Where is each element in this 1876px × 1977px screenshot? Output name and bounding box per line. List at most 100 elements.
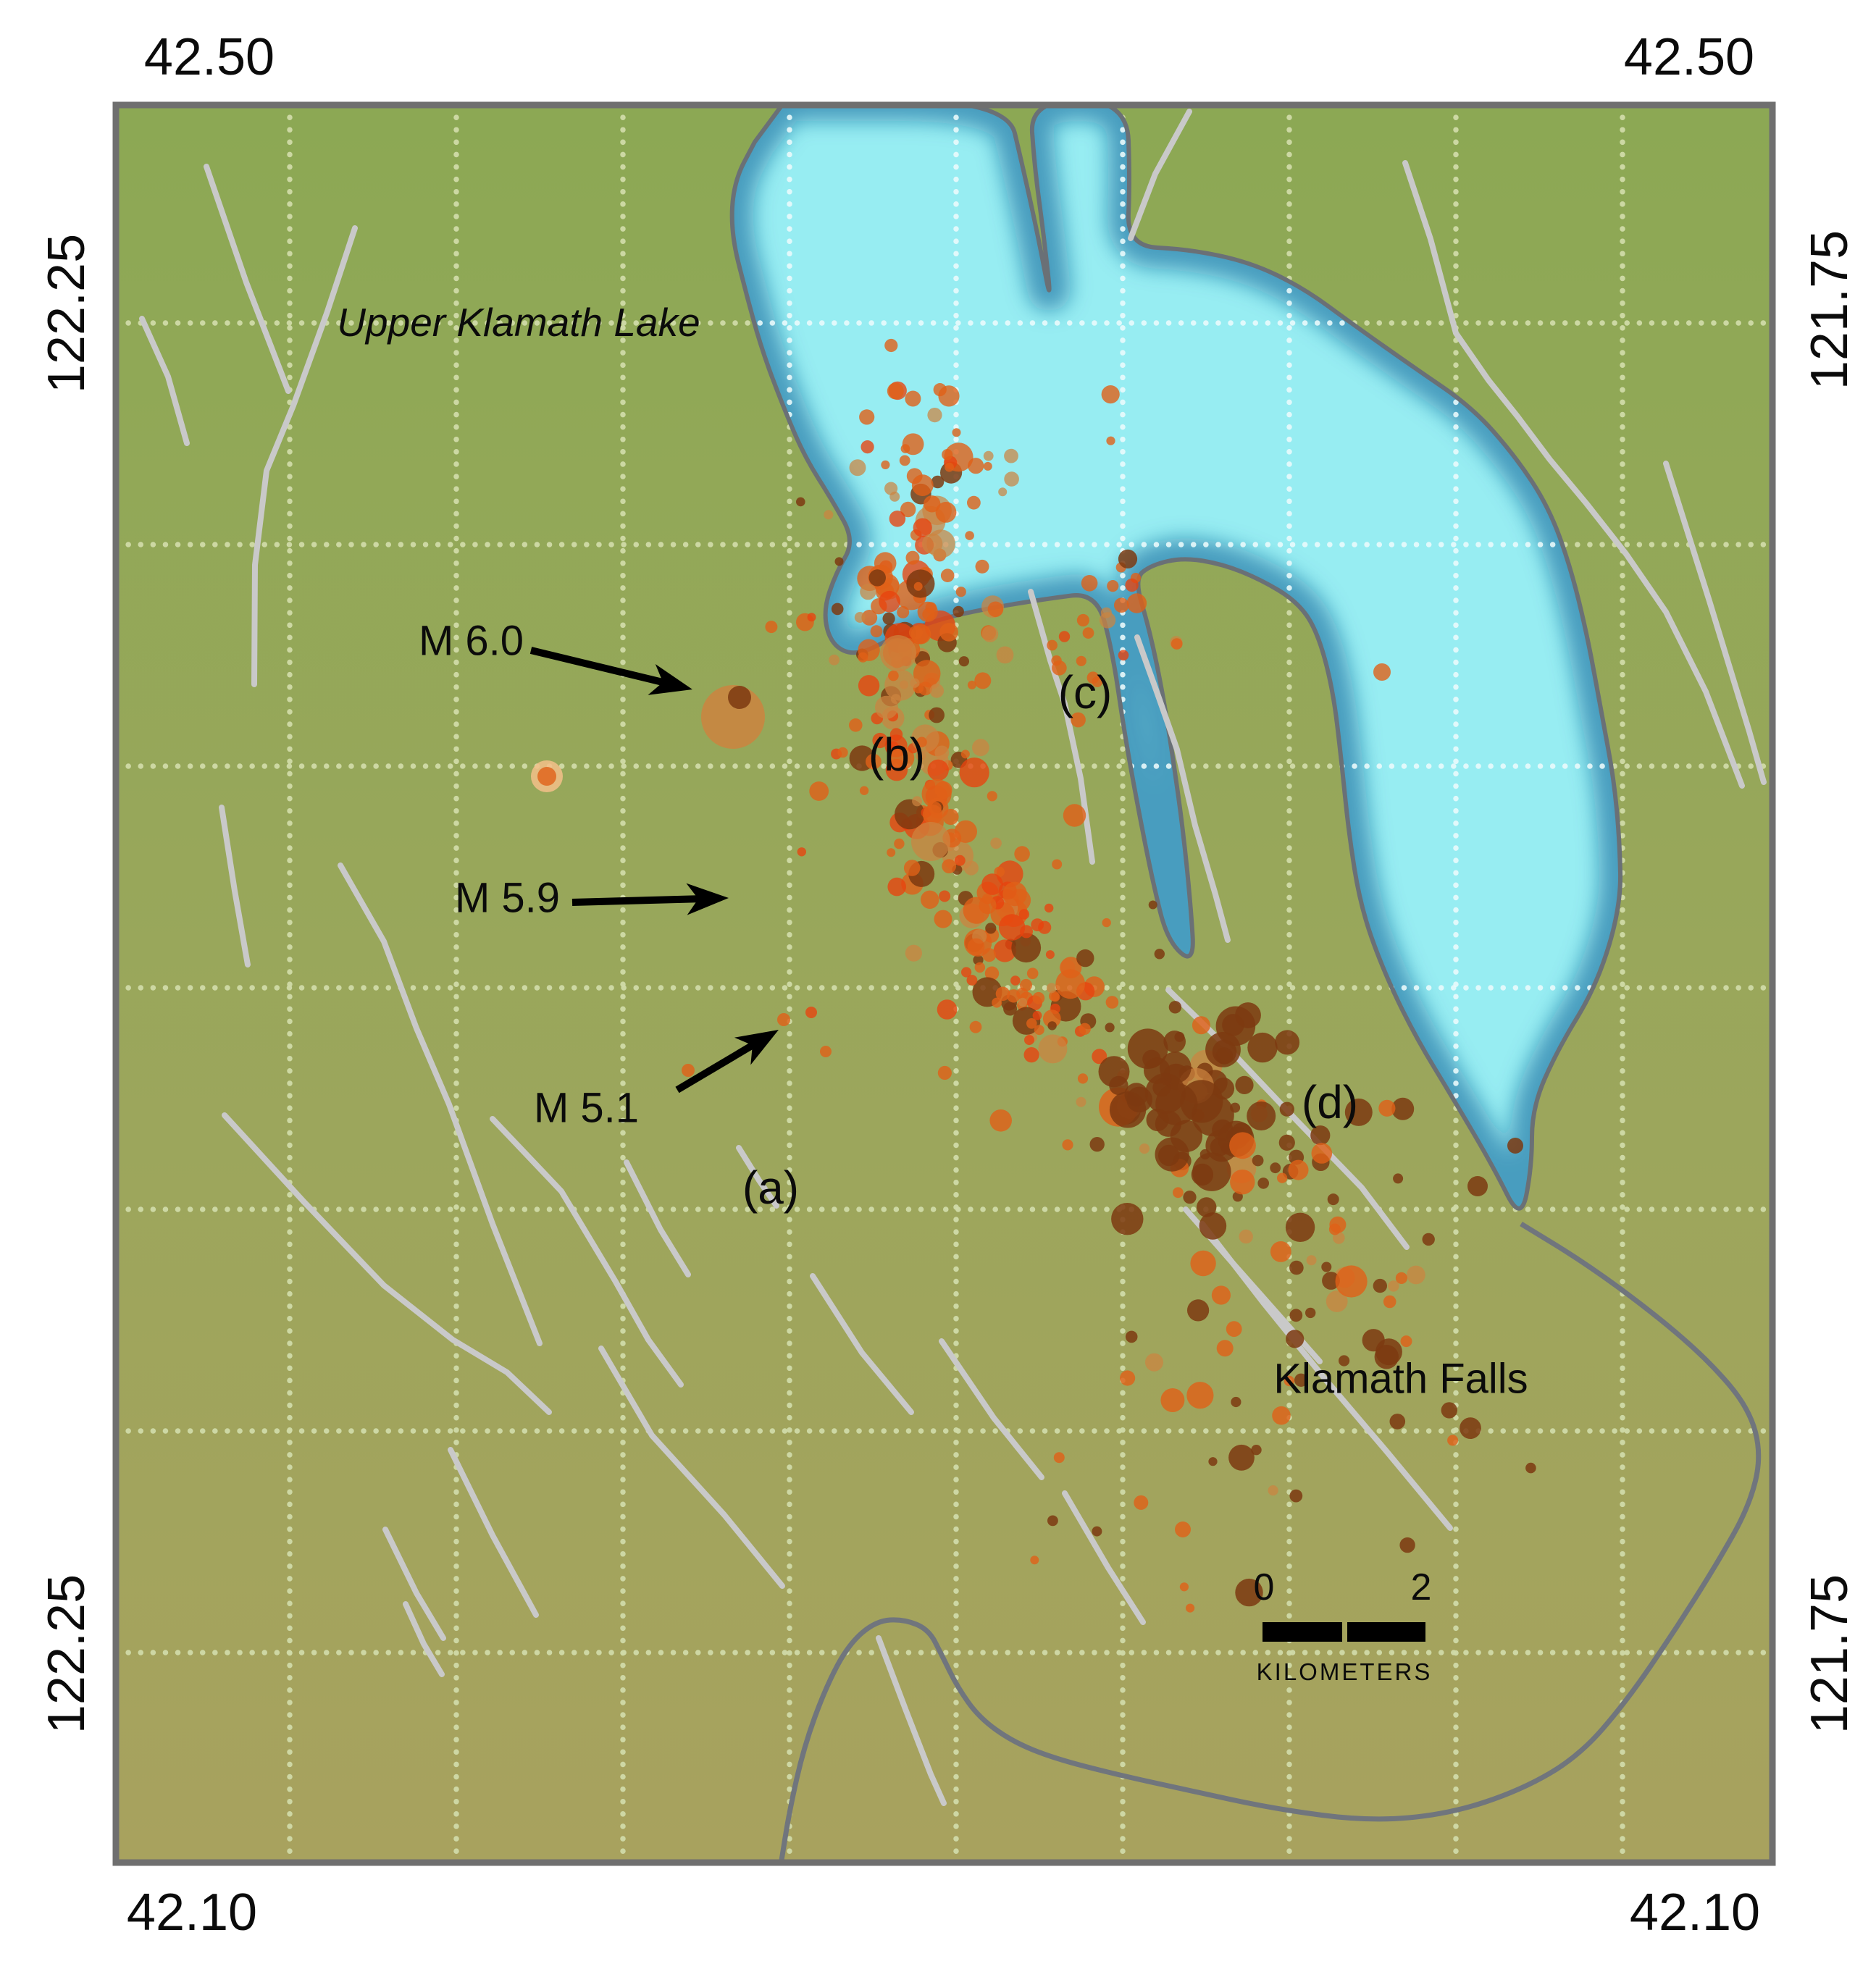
epicenter-dot <box>1391 1097 1415 1120</box>
epicenter-dot <box>888 670 899 681</box>
epicenter-dot <box>1311 1143 1333 1164</box>
epicenter-dot <box>860 440 874 454</box>
epicenter-dot <box>1378 1099 1396 1117</box>
epicenter-dot <box>1362 1329 1385 1352</box>
epicenter-dot <box>1289 1260 1304 1275</box>
corner-lat-top-left: 42.50 <box>143 28 275 86</box>
epicenter-dot <box>1247 1101 1276 1130</box>
scalebar-segment-right <box>1347 1622 1425 1642</box>
epicenter-dot <box>921 890 939 910</box>
epicenter-dot <box>1190 1250 1216 1277</box>
epicenter-dot <box>1374 1345 1399 1369</box>
epicenter-dot <box>895 799 925 830</box>
epicenter-dot <box>990 837 1002 849</box>
epicenter-dot <box>1026 967 1039 979</box>
epicenter-dot <box>1460 1417 1481 1439</box>
epicenter-dot <box>1106 436 1115 445</box>
epicenter-dot <box>981 626 999 642</box>
epicenter-dot <box>982 948 997 962</box>
epicenter-dot <box>797 847 807 857</box>
epicenter-dot <box>963 897 990 924</box>
epicenter-dot <box>984 966 1000 981</box>
epicenter-dot <box>1118 650 1129 661</box>
epicenter-dot <box>961 967 972 978</box>
epicenter-dot <box>1235 1578 1263 1607</box>
arrow-shaft <box>529 647 670 687</box>
epicenter-dot <box>927 759 949 781</box>
epicenter-dot <box>837 747 848 758</box>
epicenter-dot <box>989 1109 1012 1132</box>
epicenter-dot <box>829 654 839 666</box>
epicenter-dot <box>1197 1197 1217 1217</box>
epicenter-dot <box>945 462 954 472</box>
epicenter-dot <box>987 601 1004 618</box>
epicenter-dot <box>1081 575 1098 592</box>
epicenter-dot <box>1154 949 1165 960</box>
epicenter-dot <box>996 646 1014 664</box>
epicenter-dot <box>1278 1134 1295 1151</box>
epicenter-dot <box>954 820 977 843</box>
epicenter-dot <box>1155 1083 1198 1125</box>
epicenter-dot <box>1114 597 1129 613</box>
epicenter-dot <box>1034 1025 1044 1036</box>
epicenter-dot <box>1014 846 1030 862</box>
epicenter-dot <box>992 997 1002 1008</box>
epicenter-dot <box>994 866 1005 878</box>
epicenter-dot <box>1192 1152 1231 1191</box>
epicenter-dot <box>1168 1001 1182 1014</box>
epicenter-dot <box>1003 1002 1018 1016</box>
epicenter-dot <box>1335 1265 1368 1298</box>
epicenter-dot <box>858 639 880 661</box>
epicenter-dot <box>972 739 989 757</box>
epicenter-dot <box>866 753 882 770</box>
epicenter-dot <box>1052 859 1063 870</box>
epicenter-dot <box>1018 997 1027 1007</box>
scalebar-num-2: 2 <box>1410 1566 1432 1608</box>
epicenter-dot <box>1030 1556 1039 1565</box>
epicenter-dot <box>1525 1462 1536 1474</box>
epicenter-dot <box>1077 1073 1089 1084</box>
epicenter-dot <box>1047 1021 1057 1031</box>
epicenter-dot <box>1228 1444 1255 1471</box>
epicenter-dot <box>1215 1047 1234 1065</box>
epicenter-dot <box>861 610 878 626</box>
epicenter-dot <box>996 860 1023 888</box>
epicenter-dot <box>998 914 1026 941</box>
epicenter-dot <box>1211 1285 1231 1305</box>
epicenter-dot <box>870 625 883 638</box>
epicenter-dot <box>963 860 979 876</box>
epicenter-dot <box>1251 1445 1262 1456</box>
epicenter-dot <box>913 660 941 687</box>
epicenter-dot <box>929 707 945 723</box>
epicenter-dot <box>807 613 816 622</box>
arrow-shaft <box>571 894 705 906</box>
epicenter-dot <box>889 728 903 741</box>
epicenter-dot <box>1111 1203 1144 1235</box>
epicenter-dot <box>1327 1193 1339 1206</box>
epicenter-dot <box>1326 1290 1348 1312</box>
epicenter-dot <box>967 495 981 510</box>
epicenter-dot <box>1099 612 1116 629</box>
epicenter-dot <box>1101 385 1120 404</box>
epicenter-dot <box>1422 1233 1435 1246</box>
epicenter-dot <box>934 910 952 928</box>
epicenter-dot <box>1055 969 1086 999</box>
epicenter-dot <box>938 385 960 407</box>
epicenter-dot <box>1155 1137 1189 1172</box>
epicenter-dot <box>1020 925 1033 939</box>
epicenter-dot <box>1082 627 1094 639</box>
epicenter-dot <box>1226 1321 1242 1338</box>
epicenter-dot <box>1018 909 1030 920</box>
epicenter-dot <box>1076 949 1094 967</box>
epicenter-dot <box>1285 1212 1315 1243</box>
epicenter-dot <box>868 569 887 587</box>
epicenter-dot <box>1373 1278 1388 1293</box>
epicenter-dot <box>1139 1143 1150 1154</box>
arrow-shaft <box>675 1039 760 1094</box>
epicenter-dot <box>965 531 974 540</box>
epicenter-dot <box>975 559 989 574</box>
cluster-letter-c: (c) <box>1058 666 1113 718</box>
epicenter-dot <box>952 605 964 618</box>
epicenter-dot <box>981 893 993 904</box>
